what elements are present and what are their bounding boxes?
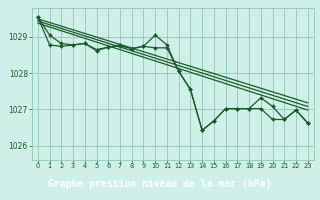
Text: Graphe pression niveau de la mer (hPa): Graphe pression niveau de la mer (hPa): [48, 179, 272, 189]
